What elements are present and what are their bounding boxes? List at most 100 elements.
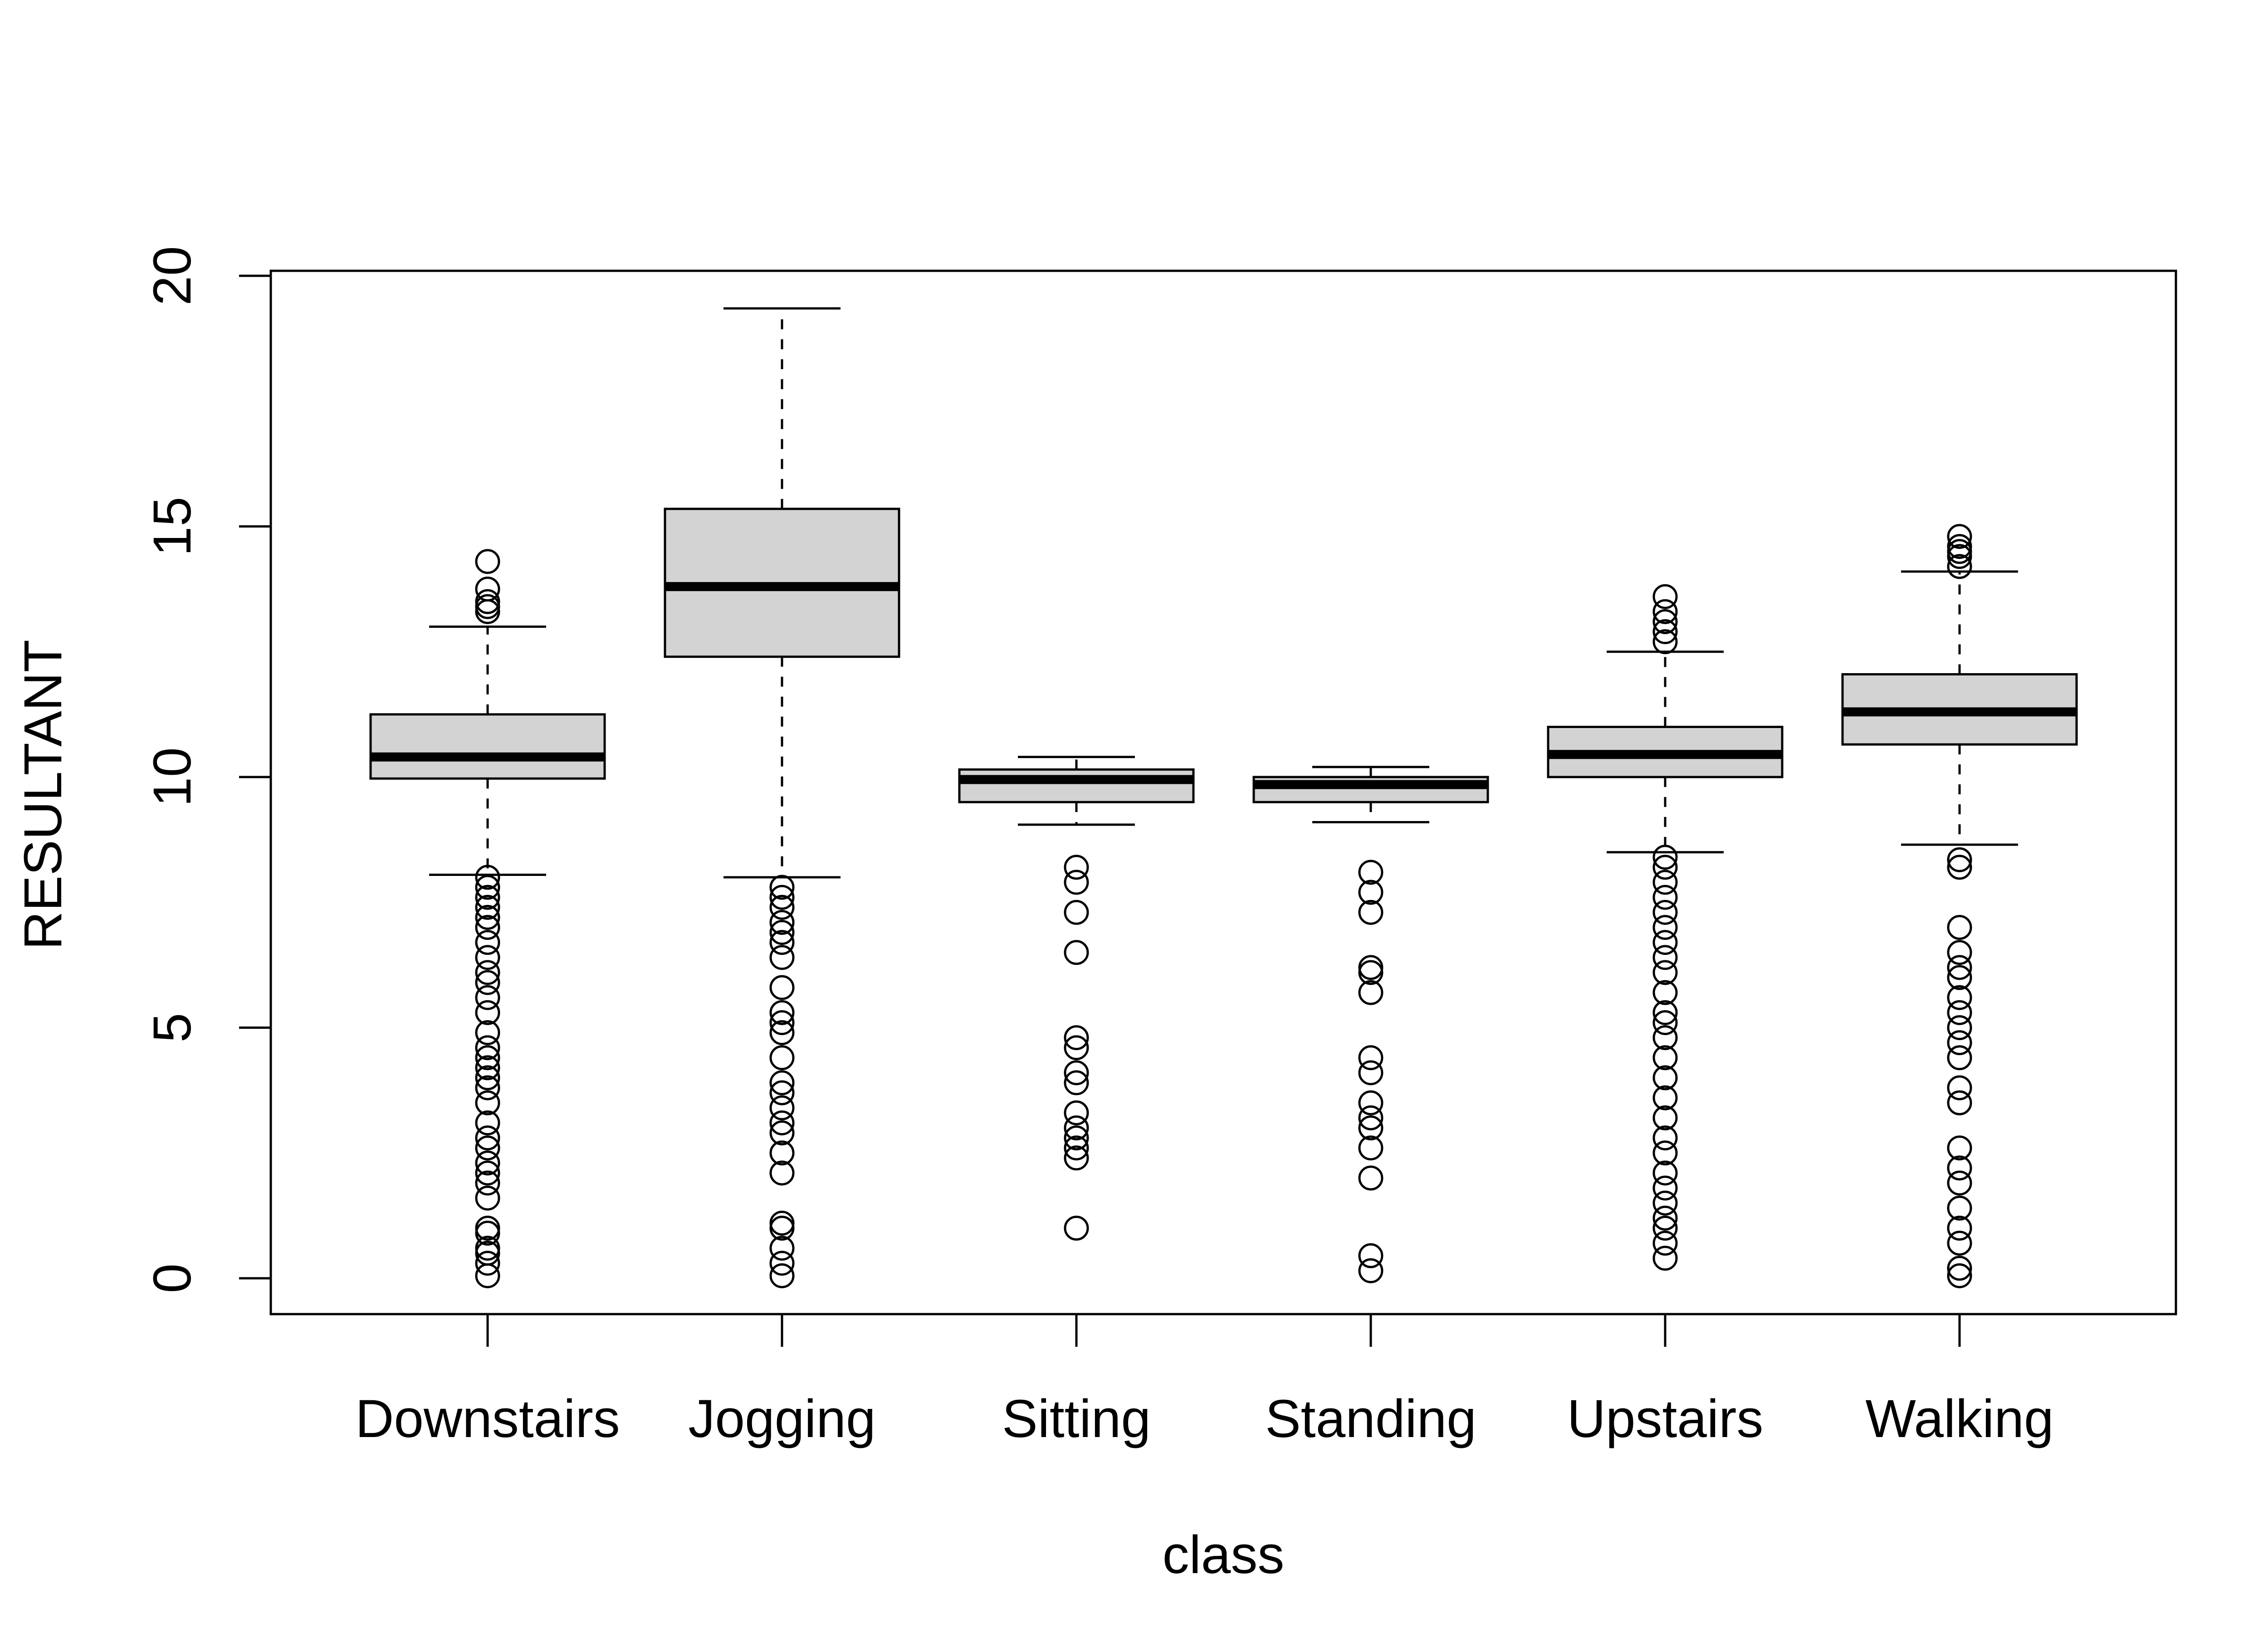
outlier-walking-4: [1947, 524, 1972, 549]
outlier-walking-22: [1947, 965, 1972, 990]
outlier-upstairs-24: [1652, 930, 1678, 955]
y-tick-label-20: 20: [142, 246, 202, 305]
outlier-downstairs-35: [475, 875, 500, 900]
outlier-sitting-8: [1064, 1035, 1089, 1061]
outlier-walking-23: [1947, 955, 1972, 980]
outlier-standing-3: [1358, 1135, 1383, 1161]
outlier-downstairs-33: [475, 895, 500, 920]
outlier-sitting-12: [1064, 870, 1089, 895]
outlier-downstairs-29: [475, 945, 500, 970]
outlier-upstairs-18: [1652, 1025, 1678, 1051]
outlier-jogging-10: [769, 1080, 795, 1105]
outlier-upstairs-0: [1652, 629, 1678, 655]
outlier-downstairs-3: [475, 577, 500, 602]
y-tick-label-15: 15: [142, 497, 202, 556]
y-tick-label-0: 0: [142, 1263, 202, 1293]
outlier-downstairs-24: [475, 1020, 500, 1046]
outlier-sitting-7: [1064, 1060, 1089, 1085]
outlier-downstairs-5: [475, 1263, 500, 1288]
outlier-sitting-0: [1064, 1216, 1089, 1241]
outlier-downstairs-13: [475, 1160, 500, 1186]
outlier-walking-10: [1947, 1216, 1972, 1241]
outlier-upstairs-13: [1652, 1125, 1678, 1151]
outlier-sitting-9: [1064, 1025, 1089, 1051]
box-walking: [1841, 524, 2078, 1288]
outlier-standing-4: [1358, 1115, 1383, 1140]
outlier-jogging-2: [769, 1236, 795, 1261]
outlier-walking-11: [1947, 1195, 1972, 1221]
x-axis-label: class: [1163, 1525, 1285, 1585]
outlier-standing-13: [1358, 880, 1383, 905]
outlier-standing-5: [1358, 1105, 1383, 1130]
outlier-upstairs-28: [1652, 870, 1678, 895]
outlier-upstairs-11: [1652, 1160, 1678, 1186]
outlier-walking-7: [1947, 1263, 1972, 1288]
outlier-jogging-0: [769, 1263, 795, 1288]
outlier-downstairs-15: [475, 1135, 500, 1161]
axis-layer: 0 5 10 15 20 Downstairs Jogging Sitting Standing…: [142, 246, 2054, 1449]
outlier-upstairs-23: [1652, 945, 1678, 970]
x-tick-label-downstairs: Downstairs: [355, 1389, 620, 1449]
outlier-upstairs-17: [1652, 1045, 1678, 1071]
outlier-downstairs-8: [475, 1236, 500, 1261]
outlier-jogging-9: [769, 1095, 795, 1120]
outlier-walking-15: [1947, 1090, 1972, 1115]
outlier-downstairs-20: [475, 1065, 500, 1090]
outlier-sitting-2: [1064, 1135, 1089, 1161]
outlier-jogging-1: [769, 1251, 795, 1276]
box-sitting: [958, 756, 1195, 1241]
outlier-sitting-11: [1064, 900, 1089, 925]
outlier-jogging-18: [769, 930, 795, 955]
outlier-sitting-10: [1064, 940, 1089, 965]
outlier-upstairs-20: [1652, 1000, 1678, 1025]
outlier-walking-13: [1947, 1155, 1972, 1181]
outlier-walking-18: [1947, 1030, 1972, 1056]
outlier-downstairs-34: [475, 885, 500, 910]
outlier-upstairs-22: [1652, 960, 1678, 985]
outlier-walking-6: [1947, 847, 1972, 872]
outlier-upstairs-8: [1652, 1205, 1678, 1231]
outlier-downstairs-36: [475, 865, 500, 890]
outlier-upstairs-19: [1652, 1010, 1678, 1035]
outlier-sitting-5: [1064, 1100, 1089, 1125]
x-tick-label-jogging: Jogging: [688, 1389, 875, 1449]
outlier-downstairs-10: [475, 1216, 500, 1241]
outlier-downstairs-4: [475, 549, 500, 574]
outlier-sitting-4: [1064, 1115, 1089, 1140]
outlier-jogging-11: [769, 1070, 795, 1095]
outlier-standing-2: [1358, 1165, 1383, 1191]
outlier-downstairs-28: [475, 960, 500, 985]
outlier-downstairs-14: [475, 1150, 500, 1176]
box-upstairs: [1547, 584, 1784, 1271]
outlier-downstairs-31: [475, 915, 500, 940]
outlier-downstairs-21: [475, 1055, 500, 1081]
outlier-walking-21: [1947, 985, 1972, 1010]
outlier-downstairs-19: [475, 1075, 500, 1100]
outlier-downstairs-32: [475, 905, 500, 930]
outlier-downstairs-22: [475, 1045, 500, 1071]
box-layer: [369, 307, 2078, 1288]
outlier-downstairs-17: [475, 1110, 500, 1135]
iqr-box-sitting: [958, 768, 1195, 803]
outlier-downstairs-26: [475, 985, 500, 1010]
outlier-walking-20: [1947, 1000, 1972, 1025]
outlier-walking-25: [1947, 915, 1972, 940]
x-tick-label-walking: Walking: [1865, 1389, 2053, 1449]
outlier-standing-7: [1358, 1060, 1383, 1085]
x-tick-label-standing: Standing: [1265, 1389, 1476, 1449]
outlier-upstairs-26: [1652, 900, 1678, 925]
outlier-walking-14: [1947, 1135, 1972, 1161]
outlier-standing-8: [1358, 1045, 1383, 1071]
outlier-upstairs-15: [1652, 1085, 1678, 1110]
box-standing: [1252, 766, 1489, 1283]
outlier-jogging-6: [769, 1140, 795, 1166]
y-tick-label-10: 10: [142, 747, 202, 807]
outlier-downstairs-16: [475, 1125, 500, 1151]
outlier-upstairs-7: [1652, 1216, 1678, 1241]
outlier-walking-3: [1947, 534, 1972, 559]
outlier-sitting-3: [1064, 1125, 1089, 1151]
outlier-downstairs-11: [475, 1185, 500, 1211]
outlier-standing-14: [1358, 860, 1383, 885]
y-axis-label: RESULTANT: [13, 640, 73, 950]
outlier-walking-17: [1947, 1045, 1972, 1071]
